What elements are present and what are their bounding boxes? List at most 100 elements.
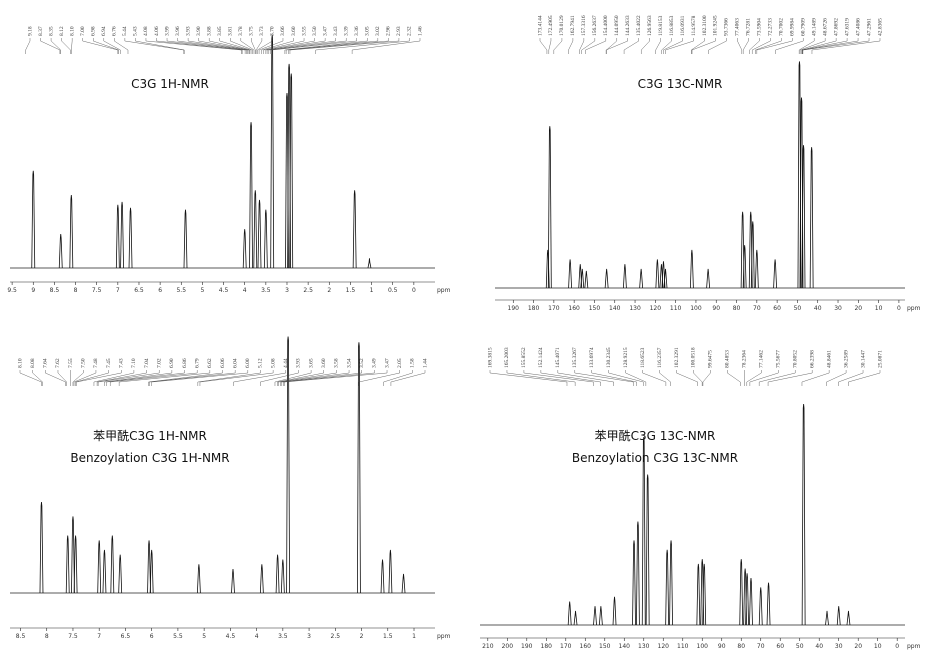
peak <box>259 564 264 594</box>
peak-label: 5.43 <box>133 26 139 36</box>
peak <box>568 259 572 289</box>
peak-label-leader <box>288 38 389 54</box>
peak-label: 156.2637 <box>592 15 598 36</box>
peak-label: 6.00 <box>245 358 251 368</box>
peak-label-leader <box>118 370 211 386</box>
peak-label: 172.4905 <box>548 15 554 36</box>
peak <box>380 559 385 594</box>
peak <box>280 559 285 594</box>
peak-label: 8.12 <box>59 26 65 36</box>
peak-label: 6.04 <box>232 358 238 368</box>
peak <box>578 264 583 289</box>
peak-label-leader <box>506 370 576 386</box>
peak-label-leader <box>581 38 596 54</box>
peak <box>801 145 806 289</box>
peak-label: 173.4144 <box>537 15 543 36</box>
peak-label-leader <box>25 38 31 54</box>
peak-label-leader <box>106 370 185 386</box>
peak-label-leader <box>574 370 634 386</box>
peak-label-leader <box>114 38 129 54</box>
peak-label-leader <box>270 38 347 54</box>
chart-title: C3G 13C-NMR <box>638 77 723 91</box>
peak-label: 7.43 <box>119 358 125 368</box>
x-tick-label: 60 <box>773 305 781 312</box>
x-tick-label: 1 <box>370 287 374 294</box>
peak-label: 73.5904 <box>757 18 763 36</box>
x-tick-label: 2 <box>327 287 331 294</box>
x-tick-label: 130 <box>638 643 650 650</box>
peak <box>242 229 247 269</box>
x-tick-label: 90 <box>712 305 720 312</box>
peak-label-leader <box>749 370 779 386</box>
x-tick-label: 3.5 <box>261 287 271 294</box>
peak-label-leader <box>19 370 42 386</box>
peak-label-leader <box>315 38 410 54</box>
peak <box>696 563 701 626</box>
peak-label: 6.62 <box>207 358 213 368</box>
peak-label: 3.93 <box>185 26 191 36</box>
peak-label: 48.6726 <box>822 18 828 36</box>
x-tick-label: 1 <box>412 633 416 640</box>
peak-label-leader <box>268 38 336 54</box>
peak-label-leader <box>187 38 248 54</box>
peak-label: 130.2345 <box>606 347 612 368</box>
x-tick-label: 110 <box>670 305 682 312</box>
peak-label-leader <box>283 370 375 386</box>
peak-label-leader <box>277 370 324 386</box>
peak-label-leader <box>811 38 881 54</box>
peak-label-leader <box>737 38 742 54</box>
peak-label: 3.05 <box>365 26 371 36</box>
peak-label-leader <box>383 370 413 386</box>
peak-label: 42.8365 <box>877 18 883 36</box>
x-tick-label: 2.5 <box>303 287 313 294</box>
x-tick-label: 200 <box>502 643 514 650</box>
x-tick-label: 2.5 <box>331 633 341 640</box>
peak-label: 70.8052 <box>792 350 798 368</box>
chart-title: C3G 1H-NMR <box>131 77 209 91</box>
peak <box>352 190 357 269</box>
peak-label-leader <box>50 38 61 54</box>
peak-label-leader <box>177 38 247 54</box>
peak-label-leader <box>802 38 870 54</box>
peak-label-leader <box>606 38 617 54</box>
x-tick-label: 170 <box>548 305 560 312</box>
x-tick-label: 7 <box>97 633 101 640</box>
peak <box>598 606 603 626</box>
peak-label-leader <box>799 38 826 54</box>
peak-label: 3.54 <box>346 358 352 368</box>
peak <box>700 559 705 626</box>
peak-label-leader <box>251 38 256 54</box>
x-tick-label: 4.5 <box>226 633 236 640</box>
peak-label: 152.1424 <box>538 347 544 368</box>
peak-label-leader <box>285 38 379 54</box>
peak-label: 3.39 <box>343 26 349 36</box>
peak <box>257 199 262 269</box>
peak-label: 80.4853 <box>725 350 731 368</box>
x-tick-label: 180 <box>528 305 540 312</box>
peak-label-leader <box>676 370 698 386</box>
x-tick-label: 9 <box>31 287 35 294</box>
peak-label: 47.4086 <box>855 18 861 36</box>
x-tick-label: 210 <box>482 643 494 650</box>
x-tick-label: 80 <box>737 643 745 650</box>
peak-label-leader <box>358 370 400 386</box>
x-axis-label: ppm <box>907 643 921 650</box>
peak <box>253 190 258 269</box>
peak <box>665 549 670 626</box>
peak-label-leader <box>151 370 249 386</box>
peak <box>118 554 123 594</box>
peak-label-leader <box>540 370 601 386</box>
chart-title: 苯甲酰C3G 1H-NMR <box>93 429 207 443</box>
x-tick-label: 40 <box>815 643 823 650</box>
peak-label: 5.12 <box>258 358 264 368</box>
peak-label-leader <box>742 38 749 54</box>
peak <box>286 336 290 594</box>
peak <box>73 535 78 594</box>
peak-label: 3.66 <box>280 26 286 36</box>
peak-label: 154.4000 <box>603 15 609 36</box>
peak-label-leader <box>289 38 400 54</box>
peak-label-leader <box>702 370 711 386</box>
peak-label: 1.58 <box>410 358 416 368</box>
peak <box>739 559 744 626</box>
peak-label: 7.50 <box>81 358 87 368</box>
